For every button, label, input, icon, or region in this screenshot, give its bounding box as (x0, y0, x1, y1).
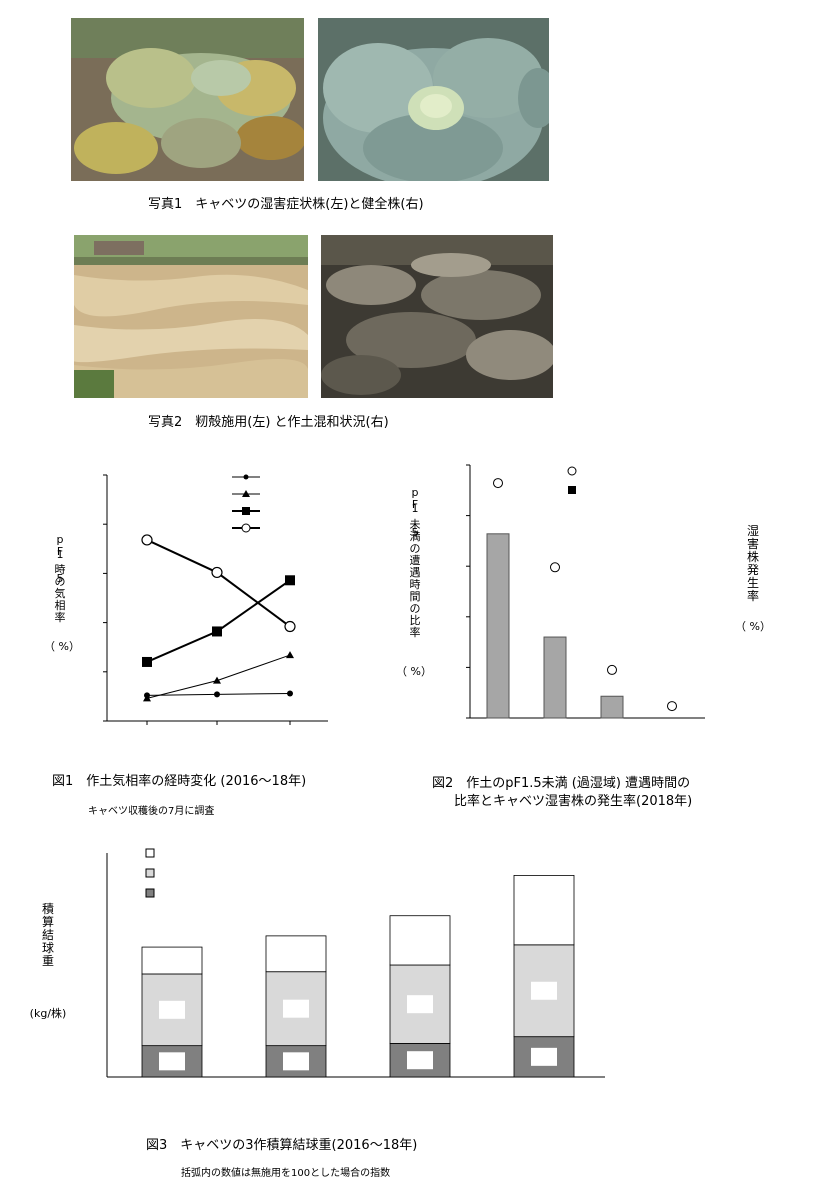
fig3-note: 括弧内の数値は無施用を100とした場合の指数 (181, 1168, 391, 1179)
fig2-point (550, 562, 560, 573)
fig2-ylabel-15: 1.5 (412, 502, 419, 539)
fig1-note: キャベツ収穫後の7月に調査 (88, 806, 215, 817)
fig1-point (143, 694, 151, 702)
fig2-ylabel-unit: （ %） (396, 665, 432, 678)
fig2-legend-marker (568, 486, 576, 494)
fig1-legend-marker (242, 507, 250, 515)
fig1-point (142, 656, 152, 667)
photo2-caption: 写真2 籾殻施用(左) と作土混和状況(右) (148, 415, 389, 430)
fig3-caption: 図3 キャベツの3作積算結球重(2016～18年) (146, 1138, 418, 1153)
fig3-label-box (159, 1052, 185, 1071)
fig3-legend-swatch (145, 888, 155, 898)
fig2-legend-marker (567, 466, 577, 476)
fig3-label-box (531, 981, 557, 1000)
fig1-point (287, 690, 293, 697)
fig2-bar (543, 636, 567, 719)
fig3-label-box (283, 1052, 309, 1071)
fig2-point (493, 478, 503, 489)
fig2-y2label-unit: （ %） (735, 620, 771, 633)
fig2-bar (600, 695, 624, 719)
fig2-y2label-text: 湿害株発生率 (747, 523, 759, 603)
fig1-legend-marker (241, 523, 251, 533)
fig3-label-box (283, 999, 309, 1018)
fig1-point (141, 534, 153, 546)
fig1-point (212, 626, 222, 637)
fig3-label-box (531, 1047, 557, 1066)
fig1-point (211, 566, 223, 579)
fig1-point (285, 575, 295, 586)
fig1-point (213, 676, 221, 684)
photo-cabbage-wet-damage (71, 18, 304, 181)
fig3-label-box (531, 901, 557, 920)
fig1-caption: 図1 作土気相率の経時変化 (2016～18年) (52, 774, 307, 789)
fig1-series-line (146, 539, 291, 628)
fig3-bar-segment (265, 971, 327, 1047)
fig1-point (286, 651, 294, 659)
fig2-caption-line2: 比率とキャベツ湿害株の発生率(2018年) (454, 794, 693, 809)
fig3-legend-swatch (145, 868, 155, 878)
fig3-ylabel-unit: (kg/株) (30, 1006, 67, 1020)
fig3-label-box (407, 1051, 433, 1070)
fig1-point (284, 620, 296, 633)
fig1-legend-marker (243, 474, 249, 480)
fig1-legend-marker (242, 490, 250, 497)
fig3-legend-swatch (145, 848, 155, 858)
fig1-point (214, 691, 220, 698)
photo-rice-husk-applied (74, 235, 308, 398)
photo-soil-mixed (321, 235, 553, 398)
photo1-caption: 写真1 キャベツの湿害症状株(左)と健全株(右) (148, 197, 424, 212)
fig3-chart: 積算結球重 (kg/株) (30, 848, 605, 1078)
fig2-point (607, 664, 617, 675)
fig3-ylabel-text: 積算結球重 (42, 901, 54, 968)
fig1-series-line (146, 579, 291, 663)
fig3-label-box (159, 1000, 185, 1019)
fig3-label-box (407, 931, 433, 950)
photo-cabbage-healthy (318, 18, 549, 181)
fig2-bar (486, 533, 510, 719)
fig2-ylabel-text: 未満の遭遇時間の比率 (410, 518, 421, 639)
fig3-label-box (283, 944, 309, 963)
fig3-label-box (159, 951, 185, 970)
fig2-point (667, 701, 677, 712)
fig3-label-box (407, 995, 433, 1014)
fig1-ylabel-text: 時の気相率 (55, 563, 66, 624)
fig1-ylabel-unit: （ %） (44, 640, 80, 653)
fig1-ylabel-15: 1.5 (57, 548, 64, 585)
fig2-caption-line1: 図2 作土のpF1.5未満 (過湿域) 遭遇時間の (432, 776, 691, 791)
